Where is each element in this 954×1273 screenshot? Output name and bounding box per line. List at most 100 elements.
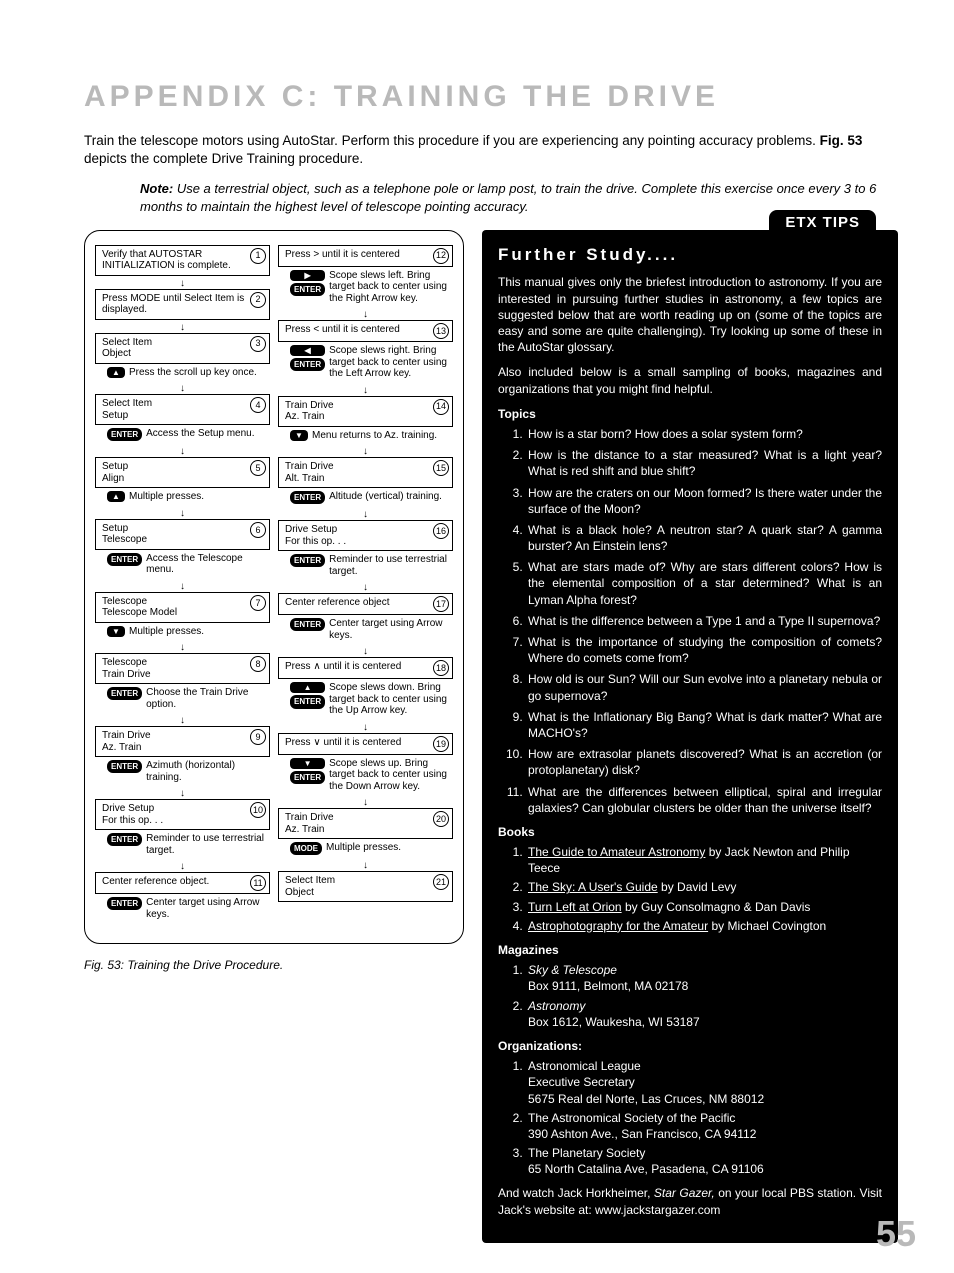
flow-step: TelescopeTrain Drive8ENTERChoose the Tra… — [95, 653, 270, 713]
connector-arrow-icon: ↓ — [95, 385, 270, 392]
topic-item: What is a black hole? A neutron star? A … — [526, 522, 882, 554]
org-item: Astronomical LeagueExecutive Secretary56… — [526, 1058, 882, 1107]
key-enter: ENTER — [290, 695, 325, 708]
connector-arrow-icon: ↓ — [278, 862, 453, 869]
sidebar-p2: Also included below is a small sampling … — [498, 364, 882, 396]
flow-step: Center reference object17ENTERCenter tar… — [278, 593, 453, 644]
orgs-list: Astronomical LeagueExecutive Secretary56… — [498, 1058, 882, 1177]
flow-substep: ▼Menu returns to Az. training. — [278, 427, 453, 445]
flow-step: Train DriveAz. Train20MODEMultiple press… — [278, 808, 453, 858]
flow-box: Train DriveAz. Train9 — [95, 726, 270, 757]
flow-step: Press ∧ until it is centered18▲ENTERScop… — [278, 657, 453, 720]
orgs-heading: Organizations: — [498, 1038, 882, 1054]
key-▲: ▲ — [107, 491, 125, 502]
topic-item: What are stars made of? Why are stars di… — [526, 559, 882, 608]
flow-substep: ENTERAccess the Telescope menu. — [95, 550, 270, 579]
step-number: 16 — [433, 523, 449, 539]
key-▼: ▼ — [107, 626, 125, 637]
direction-icon: ◀ — [290, 345, 325, 356]
key-enter: ENTER — [290, 771, 325, 784]
mags-list: Sky & TelescopeBox 9111, Belmont, MA 021… — [498, 962, 882, 1030]
flow-substep: ENTERReminder to use terrestrial target. — [95, 830, 270, 859]
flow-substep: ▲ENTERScope slews down. Bring target bac… — [278, 679, 453, 720]
flow-substep: ENTERChoose the Train Drive option. — [95, 684, 270, 713]
key-enter: ENTER — [290, 618, 325, 631]
flowchart-figure: Verify that AUTOSTAR INITIALIZATION is c… — [84, 230, 464, 973]
book-item: Astrophotography for the Amateur by Mich… — [526, 918, 882, 934]
direction-icon: ▲ — [290, 682, 325, 693]
direction-icon: ▶ — [290, 270, 325, 281]
direction-icon: ▼ — [290, 758, 325, 769]
topic-item: What is the Inflationary Big Bang? What … — [526, 709, 882, 741]
flow-step: SetupTelescope6ENTERAccess the Telescope… — [95, 519, 270, 579]
step-number: 14 — [433, 399, 449, 415]
flow-box: Train DriveAlt. Train15 — [278, 457, 453, 488]
etx-tips-sidebar: ETX TIPS Further Study.... This manual g… — [482, 230, 898, 1243]
flow-box: Center reference object17 — [278, 593, 453, 615]
flow-box: Center reference object.11 — [95, 872, 270, 894]
step-number: 11 — [250, 875, 266, 891]
connector-arrow-icon: ↓ — [278, 724, 453, 731]
topic-item: What are the differences between ellipti… — [526, 784, 882, 816]
key-enter: ENTER — [107, 553, 142, 566]
flow-box: Press ∨ until it is centered19 — [278, 733, 453, 755]
figure-caption: Fig. 53: Training the Drive Procedure. — [84, 958, 464, 972]
step-number: 17 — [433, 596, 449, 612]
flow-box: SetupTelescope6 — [95, 519, 270, 550]
step-number: 1 — [250, 248, 266, 264]
flow-substep: ▶ENTERScope slews left. Bring target bac… — [278, 267, 453, 308]
flow-substep: ENTERCenter target using Arrow keys. — [95, 894, 270, 923]
connector-arrow-icon: ↓ — [278, 311, 453, 318]
org-item: The Planetary Society65 North Catalina A… — [526, 1145, 882, 1177]
connector-arrow-icon: ↓ — [278, 448, 453, 455]
step-number: 6 — [250, 522, 266, 538]
key-enter: ENTER — [290, 491, 325, 504]
connector-arrow-icon: ↓ — [278, 387, 453, 394]
flow-box: Press < until it is centered13 — [278, 320, 453, 342]
flow-box: Select ItemObject21 — [278, 871, 453, 902]
flow-substep: ▼ENTERScope slews up. Bring target back … — [278, 755, 453, 796]
key-enter: ENTER — [107, 760, 142, 773]
flow-step: Select ItemObject3▲Press the scroll up k… — [95, 333, 270, 382]
key-enter: ENTER — [107, 897, 142, 910]
step-number: 20 — [433, 811, 449, 827]
flow-step: Press MODE until Select Item is displaye… — [95, 289, 270, 320]
flow-step: TelescopeTelescope Model7▼Multiple press… — [95, 592, 270, 641]
page-number: 55 — [876, 1213, 916, 1255]
flow-step: Train DriveAlt. Train15ENTERAltitude (ve… — [278, 457, 453, 507]
topic-item: What is the difference between a Type 1 … — [526, 613, 882, 629]
sidebar-heading: Further Study.... — [498, 244, 882, 267]
step-number: 13 — [433, 323, 449, 339]
connector-arrow-icon: ↓ — [278, 799, 453, 806]
flow-box: Drive SetupFor this op. . .10 — [95, 799, 270, 830]
step-number: 7 — [250, 595, 266, 611]
org-item: The Astronomical Society of the Pacific3… — [526, 1110, 882, 1142]
key-enter: ENTER — [107, 687, 142, 700]
sidebar-p1: This manual gives only the briefest intr… — [498, 274, 882, 355]
key-▼: ▼ — [290, 430, 308, 441]
key-enter: ENTER — [290, 283, 325, 296]
magazine-item: Sky & TelescopeBox 9111, Belmont, MA 021… — [526, 962, 882, 994]
flow-step: Center reference object.11ENTERCenter ta… — [95, 872, 270, 923]
flow-substep: ENTERCenter target using Arrow keys. — [278, 615, 453, 644]
topic-item: How is the distance to a star measured? … — [526, 447, 882, 479]
connector-arrow-icon: ↓ — [95, 510, 270, 517]
flow-box: Press ∧ until it is centered18 — [278, 657, 453, 679]
connector-arrow-icon: ↓ — [95, 448, 270, 455]
flow-box: SetupAlign5 — [95, 457, 270, 488]
flow-substep: ◀ENTERScope slews right. Bring target ba… — [278, 342, 453, 383]
book-item: Turn Left at Orion by Guy Consolmagno & … — [526, 899, 882, 915]
books-heading: Books — [498, 824, 882, 840]
step-number: 18 — [433, 660, 449, 676]
topic-item: How are extrasolar planets discovered? W… — [526, 746, 882, 778]
flow-substep: ▼Multiple presses. — [95, 623, 270, 641]
topic-item: What is the importance of studying the c… — [526, 634, 882, 666]
step-number: 12 — [433, 248, 449, 264]
flow-step: Press < until it is centered13◀ENTERScop… — [278, 320, 453, 383]
book-item: The Sky: A User's Guide by David Levy — [526, 879, 882, 895]
flow-step: Press > until it is centered12▶ENTERScop… — [278, 245, 453, 308]
flow-step: Verify that AUTOSTAR INITIALIZATION is c… — [95, 245, 270, 276]
step-number: 9 — [250, 729, 266, 745]
flow-box: Press MODE until Select Item is displaye… — [95, 289, 270, 320]
step-number: 21 — [433, 874, 449, 890]
